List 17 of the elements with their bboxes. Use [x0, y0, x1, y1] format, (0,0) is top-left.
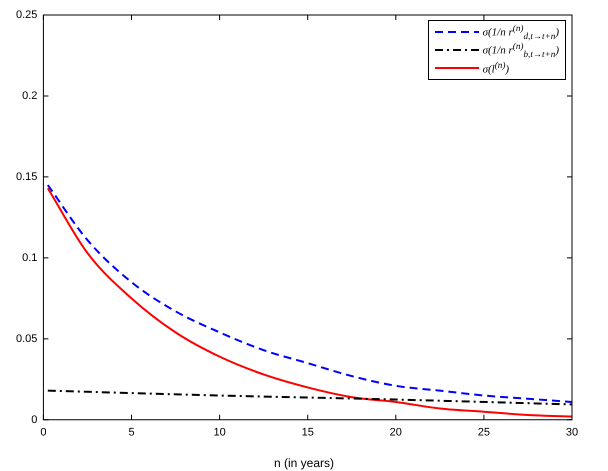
y-tick-label: 0.2	[22, 90, 38, 102]
y-tick-label: 0.1	[22, 252, 38, 264]
x-tick-label: 5	[128, 426, 135, 438]
x-tick-label: 30	[566, 426, 578, 438]
y-tick-label: 0	[31, 414, 38, 426]
x-tick-label: 10	[213, 426, 226, 438]
y-tick-label: 0.15	[16, 170, 38, 183]
legend-label: σ(l$^{(n)}$)	[482, 60, 510, 76]
x-tick-label: 20	[390, 426, 402, 438]
x-axis-title: n (in years)	[272, 456, 336, 470]
legend-label: σ(1/n r$^{(n)}$$_{d,t→t+n}$)	[482, 23, 559, 41]
x-tick-label: 0	[40, 426, 46, 438]
y-tick-label: 0.05	[16, 332, 38, 345]
y-tick-label: 0.25	[16, 9, 38, 22]
x-tick-label: 25	[478, 426, 490, 438]
x-tick-label: 15	[302, 426, 314, 438]
legend-label: σ(1/n r$^{(n)}$$_{b,t→t+n}$)	[482, 41, 559, 59]
